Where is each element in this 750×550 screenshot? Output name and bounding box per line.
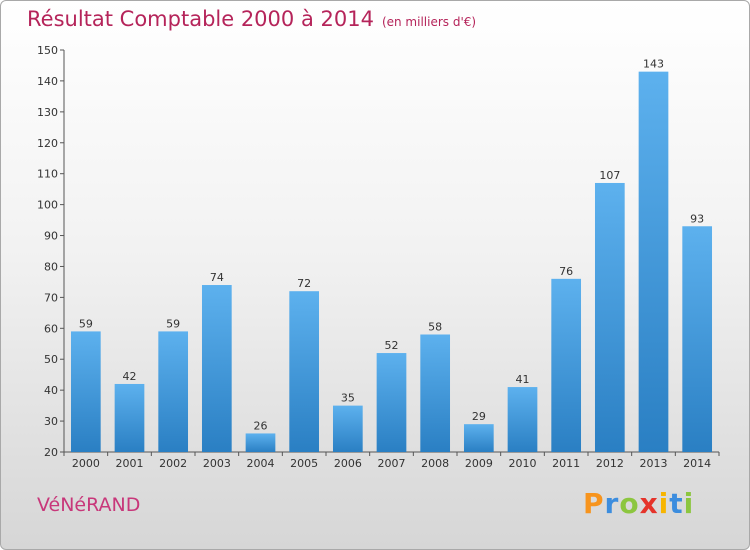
unit-label: (en milliers d'€): [381, 15, 477, 29]
logo-letter: P: [583, 487, 605, 520]
logo-letter: t: [669, 487, 684, 520]
logo-letter: x: [639, 487, 659, 520]
x-tick-label-2006: 2006: [334, 457, 362, 470]
y-tick-label: 70: [44, 291, 58, 304]
x-tick-label-2007: 2007: [378, 457, 406, 470]
bar-2000: [70, 331, 101, 452]
bars: 59 42 59 74 26 72 35 52 58 29 41 76 107 143 93: [70, 58, 713, 453]
bar-2001: [114, 383, 145, 452]
bar-2009: [463, 424, 494, 452]
y-tick-label: 130: [37, 106, 58, 119]
value-label-2001: 42: [123, 370, 137, 383]
x-tick-label-2000: 2000: [72, 457, 100, 470]
x-tick-label-2008: 2008: [421, 457, 449, 470]
bar-2003: [201, 285, 232, 452]
value-label-2000: 59: [79, 317, 93, 330]
chart-title: Résultat Comptable 2000 à 2014 (en millie…: [27, 7, 476, 31]
axes: 20 30 40 50 60 70 80 90 100 110 120 130 140 150 2000 20…: [37, 44, 720, 470]
logo-letter: r: [604, 487, 620, 520]
x-tick-label-2002: 2002: [159, 457, 187, 470]
value-label-2013: 143: [643, 58, 664, 71]
value-label-2005: 72: [297, 277, 311, 290]
bar-2007: [376, 353, 407, 452]
value-label-2006: 35: [341, 392, 355, 405]
value-label-2009: 29: [472, 410, 486, 423]
bar-2006: [332, 405, 363, 452]
x-tick-label-2013: 2013: [640, 457, 668, 470]
value-label-2007: 52: [385, 339, 399, 352]
value-label-2002: 59: [166, 317, 180, 330]
bar-2010: [507, 387, 538, 452]
x-tick-label-2001: 2001: [116, 457, 144, 470]
commune-name: VéNéRAND: [37, 494, 141, 516]
y-tick-label: 110: [37, 168, 58, 181]
y-tick-label: 150: [37, 44, 58, 57]
title-text: Résultat Comptable 2000 à 2014: [27, 7, 374, 31]
x-tick-label-2003: 2003: [203, 457, 231, 470]
value-label-2010: 41: [516, 373, 530, 386]
y-tick-label: 60: [44, 322, 58, 335]
x-tick-label-2004: 2004: [247, 457, 275, 470]
y-tick-label: 140: [37, 75, 58, 88]
y-tick-label: 100: [37, 199, 58, 212]
logo-letter: i: [658, 487, 670, 520]
y-tick-label: 30: [44, 415, 58, 428]
y-tick-label: 50: [44, 353, 58, 366]
bar-2005: [289, 291, 320, 452]
x-tick-label-2011: 2011: [552, 457, 580, 470]
logo-letter: o: [619, 487, 640, 520]
x-tick-label-2010: 2010: [509, 457, 537, 470]
value-label-2014: 93: [690, 212, 704, 225]
x-tick-label-2012: 2012: [596, 457, 624, 470]
bar-2004: [245, 433, 276, 452]
bar-2014: [682, 226, 713, 452]
bar-2012: [594, 182, 625, 452]
value-label-2012: 107: [599, 169, 620, 182]
x-tick-label-2005: 2005: [290, 457, 318, 470]
value-label-2004: 26: [254, 419, 268, 432]
x-tick-label-2009: 2009: [465, 457, 493, 470]
value-label-2003: 74: [210, 271, 224, 284]
bar-2008: [420, 334, 451, 452]
value-label-2011: 76: [559, 265, 573, 278]
logo-letter: i: [683, 487, 695, 520]
value-label-2008: 58: [428, 320, 442, 333]
bar-2011: [551, 278, 582, 452]
y-tick-label: 120: [37, 137, 58, 150]
y-tick-label: 90: [44, 230, 58, 243]
y-tick-label: 80: [44, 260, 58, 273]
y-tick-label: 40: [44, 384, 58, 397]
y-tick-label: 20: [44, 446, 58, 459]
x-tick-label-2014: 2014: [683, 457, 711, 470]
bar-2013: [638, 71, 669, 453]
bar-2002: [158, 331, 189, 452]
proxiti-logo: Proxiti: [583, 487, 694, 520]
